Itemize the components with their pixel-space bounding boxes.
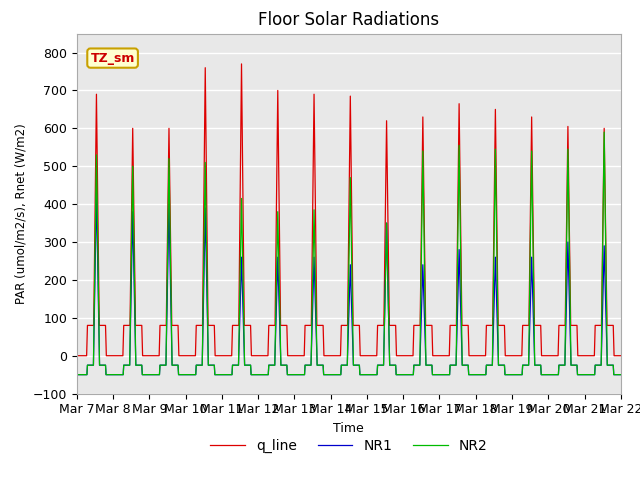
NR2 [284,372,291,378]
Legend: q_line, NR1, NR2: q_line, NR1, NR2 [204,433,493,459]
Y-axis label: PAR (umol/m2/s), Rnet (W/m2): PAR (umol/m2/s), Rnet (W/m2) [14,123,27,304]
NR2 [73,372,81,378]
NR1 [73,372,81,378]
X-axis label: Time: Time [333,422,364,435]
NR2 [575,372,583,378]
NR2 [356,365,364,371]
q_line [74,353,82,359]
q_line [356,329,364,335]
Line: NR1: NR1 [77,193,621,375]
q_line [237,61,245,67]
NR1 [74,372,82,378]
Line: q_line: q_line [77,64,621,356]
NR2 [600,129,608,135]
q_line [617,353,625,359]
q_line [424,323,431,328]
Text: TZ_sm: TZ_sm [90,51,135,65]
NR2 [424,362,431,368]
NR2 [472,372,479,378]
Line: NR2: NR2 [77,132,621,375]
q_line [73,353,81,359]
q_line [575,353,583,359]
NR2 [252,372,259,378]
q_line [252,353,260,359]
q_line [472,353,479,359]
NR2 [74,372,82,378]
NR1 [424,362,431,368]
NR1 [93,190,100,196]
NR1 [284,372,291,378]
Title: Floor Solar Radiations: Floor Solar Radiations [258,11,440,29]
NR1 [356,367,364,373]
NR1 [617,372,625,378]
NR1 [472,372,479,378]
NR1 [252,372,260,378]
NR1 [575,372,583,378]
NR2 [617,372,625,378]
